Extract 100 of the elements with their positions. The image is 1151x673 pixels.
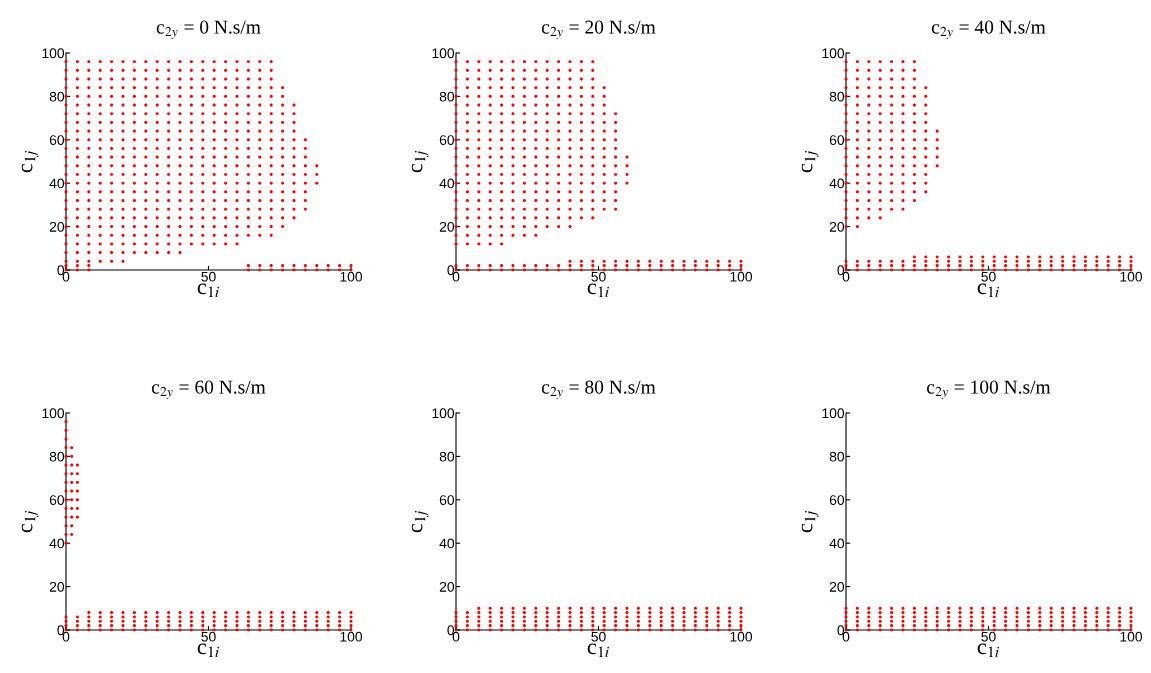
- point: [110, 624, 114, 628]
- point: [1095, 606, 1099, 610]
- point: [488, 190, 492, 194]
- point: [167, 94, 171, 98]
- point: [901, 146, 905, 151]
- point: [947, 255, 951, 259]
- point: [224, 120, 228, 124]
- y-tick-label: 20: [439, 581, 455, 592]
- point: [511, 120, 515, 124]
- point: [636, 615, 640, 619]
- point: [500, 146, 504, 151]
- point: [1061, 606, 1065, 610]
- point: [924, 86, 928, 90]
- point: [1026, 611, 1030, 615]
- point: [1015, 611, 1019, 615]
- point: [75, 172, 79, 177]
- point: [901, 60, 905, 64]
- point: [1004, 259, 1008, 263]
- point: [1083, 615, 1087, 619]
- point: [132, 233, 136, 237]
- point: [728, 624, 732, 628]
- point: [201, 619, 205, 623]
- point: [890, 94, 894, 98]
- point: [212, 190, 216, 194]
- point: [70, 454, 74, 458]
- x-tick-label: 50: [591, 271, 606, 282]
- point: [716, 606, 720, 610]
- point: [246, 268, 250, 272]
- point: [878, 138, 882, 142]
- point: [947, 268, 951, 272]
- point: [534, 181, 538, 185]
- point: [969, 264, 973, 268]
- point: [958, 619, 962, 623]
- point: [246, 60, 250, 64]
- point: [281, 268, 285, 272]
- point: [614, 619, 618, 623]
- point: [303, 199, 307, 203]
- point: [511, 606, 515, 610]
- point: [912, 86, 916, 90]
- point: [465, 172, 469, 177]
- point: [269, 190, 273, 194]
- point: [602, 207, 606, 211]
- point: [739, 606, 743, 610]
- chart-title: c$_{2y}$ = 80 N.s/m: [541, 380, 656, 399]
- y-tick-label: 40: [49, 178, 65, 189]
- point: [855, 606, 859, 610]
- point: [224, 199, 228, 203]
- point: [901, 259, 905, 263]
- point: [901, 172, 905, 177]
- point: [315, 164, 319, 168]
- point: [912, 268, 916, 272]
- point: [110, 259, 114, 263]
- point: [579, 146, 583, 151]
- point: [167, 611, 171, 615]
- point: [189, 120, 193, 124]
- point: [522, 268, 526, 272]
- point: [878, 207, 882, 211]
- point: [155, 190, 159, 194]
- point: [614, 199, 618, 203]
- point: [64, 420, 68, 424]
- point: [246, 628, 250, 632]
- point: [121, 259, 125, 263]
- point: [912, 628, 916, 632]
- point: [855, 611, 859, 615]
- point: [224, 68, 228, 72]
- point: [901, 264, 905, 268]
- point: [178, 68, 182, 72]
- point: [75, 120, 79, 124]
- point: [1118, 255, 1122, 259]
- point: [1072, 259, 1076, 263]
- point: [258, 619, 262, 623]
- point: [281, 172, 285, 177]
- point: [281, 264, 285, 268]
- point: [855, 615, 859, 619]
- point: [488, 112, 492, 116]
- point: [671, 624, 675, 628]
- point: [488, 181, 492, 185]
- point: [568, 264, 572, 268]
- point: [728, 259, 732, 263]
- point: [64, 68, 68, 72]
- point: [728, 606, 732, 610]
- point: [557, 619, 561, 623]
- point: [121, 68, 125, 72]
- point: [912, 615, 916, 619]
- point: [511, 60, 515, 64]
- point: [522, 619, 526, 623]
- point: [969, 268, 973, 272]
- point: [522, 86, 526, 90]
- x-axis-title: c$_{1i}$: [197, 283, 219, 298]
- point: [224, 146, 228, 151]
- point: [579, 86, 583, 90]
- point: [246, 172, 250, 177]
- point: [338, 619, 342, 623]
- point: [1083, 606, 1087, 610]
- point: [269, 164, 273, 168]
- point: [912, 624, 916, 628]
- point: [545, 138, 549, 142]
- point: [1061, 619, 1065, 623]
- point: [477, 619, 481, 623]
- point: [867, 606, 871, 610]
